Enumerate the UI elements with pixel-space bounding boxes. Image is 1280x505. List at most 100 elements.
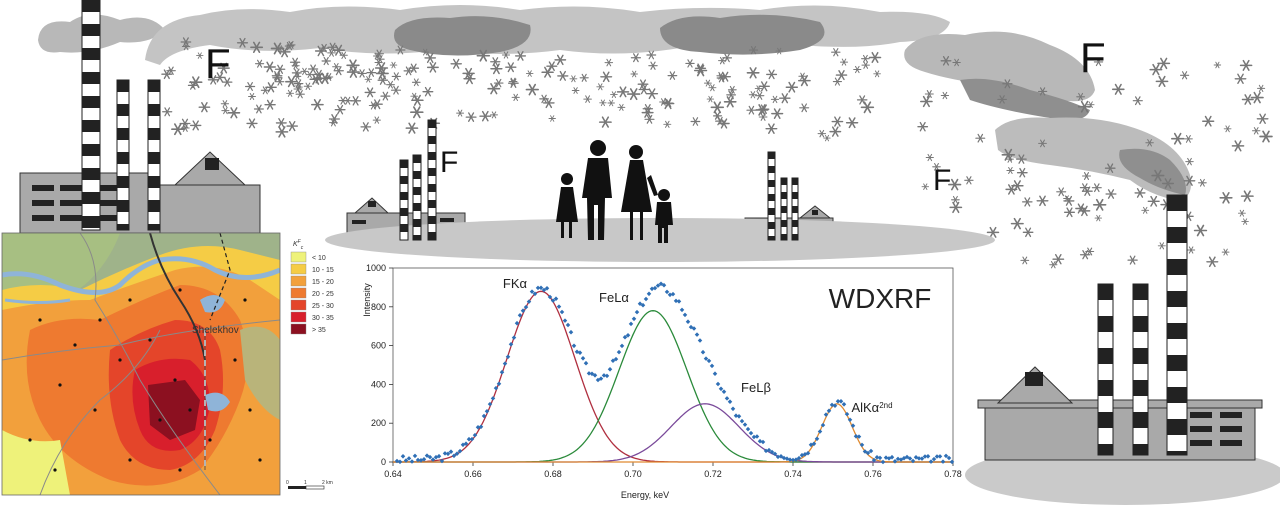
data-point xyxy=(556,304,562,309)
chimney xyxy=(1132,283,1149,456)
snowflake-icon xyxy=(1155,75,1169,88)
snowflake-icon xyxy=(346,59,360,72)
snowflake-icon xyxy=(1213,61,1222,69)
snowflake-icon xyxy=(1256,113,1269,125)
snowflake-icon xyxy=(357,69,367,78)
map-legend: KFc < 10 10 - 15 15 - 20 20 - 25 25 - 30 30 -… xyxy=(290,239,334,335)
chimney-band xyxy=(1133,348,1148,364)
data-point xyxy=(613,356,619,362)
chimney-band xyxy=(1167,323,1187,339)
chimney-band xyxy=(1167,451,1187,455)
snowflake-icon xyxy=(940,91,950,100)
chimney-band xyxy=(1133,412,1148,428)
snowflake-icon xyxy=(607,99,615,107)
data-point xyxy=(805,450,811,456)
snowflake-icon xyxy=(835,70,848,81)
data-point xyxy=(733,413,739,418)
snowflake-icon xyxy=(920,95,933,108)
snowflake-icon xyxy=(630,70,638,78)
chimney-band xyxy=(413,219,421,227)
data-point xyxy=(691,326,697,331)
snowflake-icon xyxy=(1016,167,1028,178)
chimney-band xyxy=(428,152,436,160)
snowflake-icon xyxy=(617,103,626,111)
snowflake-icon xyxy=(758,81,770,92)
family-silhouette xyxy=(556,140,673,243)
data-point xyxy=(499,369,505,375)
snowflake-icon xyxy=(371,99,383,110)
x-tick-label: 0.70 xyxy=(624,469,642,479)
snowflake-icon xyxy=(405,122,419,134)
chimney-band xyxy=(781,192,787,199)
chimney-band xyxy=(1098,444,1113,455)
data-point xyxy=(814,436,820,442)
snowflake-icon xyxy=(390,85,402,95)
legend-swatch xyxy=(290,251,307,263)
snowflake-icon xyxy=(1221,248,1230,256)
snowflake-icon xyxy=(245,82,256,91)
snowflake-icon xyxy=(248,93,256,100)
chimney-band xyxy=(117,200,129,212)
snowflake-icon xyxy=(162,107,173,117)
snowflake-icon xyxy=(845,117,859,129)
x-tick-label: 0.72 xyxy=(704,469,722,479)
snowflake-icon xyxy=(755,91,765,100)
chimney-band xyxy=(400,192,408,200)
chimney-band xyxy=(1098,412,1113,428)
chimney-band xyxy=(768,180,775,187)
snowflake-icon xyxy=(630,53,641,63)
snowflake-icon xyxy=(450,58,462,69)
snowflake-icon xyxy=(604,58,614,67)
data-point xyxy=(730,406,736,412)
data-point xyxy=(946,455,952,461)
data-point xyxy=(481,413,487,419)
data-point xyxy=(553,296,559,301)
legend-swatch xyxy=(290,275,307,287)
data-point xyxy=(421,457,427,462)
snowflake-icon xyxy=(1063,207,1076,218)
snowflake-icon xyxy=(1092,198,1107,211)
data-point xyxy=(841,402,847,407)
data-point xyxy=(544,286,550,291)
snowflake-icon xyxy=(1157,57,1171,70)
data-point xyxy=(724,396,730,401)
y-tick-label: 600 xyxy=(371,341,386,351)
data-point xyxy=(817,429,823,434)
chimney-band xyxy=(148,128,160,140)
snowflake-icon xyxy=(746,67,760,79)
data-point xyxy=(505,354,511,360)
snowflake-icon xyxy=(386,80,395,89)
snowflake-icon xyxy=(1147,195,1160,207)
snowflake-icon xyxy=(986,226,1000,238)
chimney-band xyxy=(1167,387,1187,403)
snowflake-icon xyxy=(1091,183,1102,193)
data-point xyxy=(523,304,529,310)
snowflake-icon xyxy=(411,78,421,87)
snowflake-icon xyxy=(303,82,313,90)
snowflake-icon xyxy=(275,118,287,128)
snowflake-icon xyxy=(1134,188,1146,198)
legend-swatch xyxy=(290,311,307,323)
snowflake-icon xyxy=(723,96,737,108)
data-point xyxy=(859,442,865,448)
data-point xyxy=(742,422,748,427)
snowflake-icon xyxy=(479,110,492,122)
data-point xyxy=(541,287,547,293)
chimney-band xyxy=(117,152,129,164)
chimney-band xyxy=(768,152,775,159)
snowflake-icon xyxy=(925,153,934,162)
legend-swatch xyxy=(290,323,307,335)
data-point xyxy=(910,458,916,464)
data-point xyxy=(646,291,652,297)
snowflake-icon xyxy=(667,71,678,80)
chimney-band xyxy=(768,166,775,173)
snowflake-icon xyxy=(1056,187,1067,197)
snowflake-icon xyxy=(861,54,870,63)
data-point xyxy=(400,454,406,459)
data-point xyxy=(787,457,793,462)
snowflake-icon xyxy=(713,111,723,120)
snowflake-icon xyxy=(1198,178,1207,187)
data-point xyxy=(580,356,586,361)
chimney-band xyxy=(428,168,436,176)
data-point xyxy=(667,292,673,298)
